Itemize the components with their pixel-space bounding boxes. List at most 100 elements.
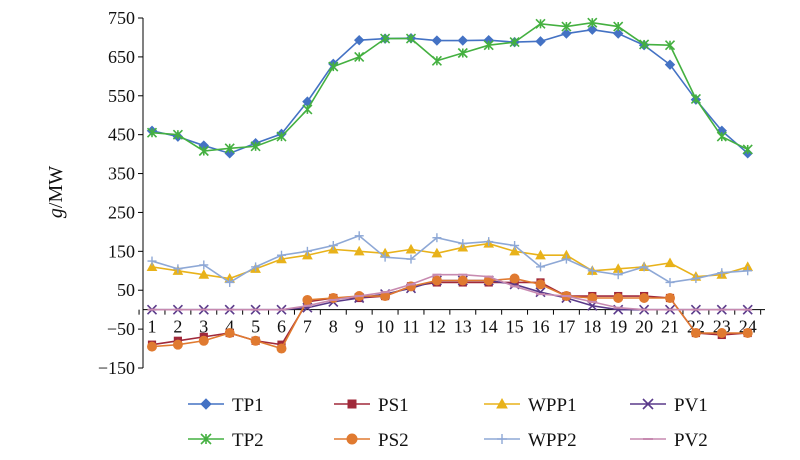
x-tick-labels: 1 2 3 4 5 6 7 8 9 10 11 12 13 14 15 16 17 18 19 20 21 22 23 24 (148, 317, 757, 337)
data-point (587, 24, 598, 35)
x-tick-label: 7 (303, 317, 312, 337)
x-tick-label: 11 (402, 317, 419, 337)
data-point (277, 250, 286, 260)
data-point (199, 260, 209, 270)
legend-label: WPP2 (528, 430, 577, 451)
x-tick-label: 8 (329, 317, 338, 337)
series-line (151, 28, 749, 155)
data-point (353, 34, 365, 46)
data-point (302, 294, 313, 305)
y-tick-label: 250 (108, 202, 135, 222)
legend-label: TP2 (232, 430, 264, 451)
legend-entry-tp1: TP1 (188, 395, 264, 416)
series-wpp1 (146, 238, 754, 283)
data-point (302, 246, 312, 256)
data-point (509, 245, 520, 256)
data-point (198, 145, 209, 157)
data-point (587, 17, 598, 28)
data-point (147, 256, 157, 266)
data-point (431, 275, 442, 286)
data-point (690, 328, 701, 338)
data-point (354, 231, 364, 241)
legend-entry-wpp2: WPP2 (484, 430, 577, 451)
legend-label: WPP1 (528, 395, 577, 416)
data-point (172, 129, 183, 140)
y-tick-label: 50 (117, 280, 135, 300)
legend-label: PV1 (674, 395, 708, 416)
data-point (354, 51, 365, 62)
x-tick-label: 20 (635, 317, 653, 337)
x-tick-label: 5 (251, 317, 260, 337)
data-point (276, 131, 287, 142)
data-point (457, 47, 468, 59)
data-point (431, 247, 443, 258)
data-point (613, 21, 624, 32)
legend-label: TP1 (232, 395, 264, 416)
data-point (457, 275, 468, 286)
legend-entry-ps2: PS2 (334, 430, 409, 451)
data-point (432, 233, 442, 243)
series-tp2 (146, 17, 753, 157)
y-tick-label: −50 (107, 319, 135, 339)
x-tick-label: 16 (532, 317, 550, 337)
x-tick-label: 17 (557, 317, 575, 337)
y-tick-label: 450 (108, 125, 135, 145)
plot-area (146, 17, 754, 354)
data-point (431, 35, 443, 46)
data-point (302, 104, 313, 115)
x-tick-label: 15 (506, 317, 524, 337)
legend-marker (200, 398, 212, 410)
x-tick-label: 12 (428, 317, 446, 337)
data-point (483, 40, 494, 51)
data-point (743, 266, 753, 276)
data-point (405, 33, 417, 44)
x-tick-label: 1 (148, 317, 157, 337)
x-tick-label: 9 (355, 317, 364, 337)
legend-entry-pv2: PV2 (630, 430, 708, 451)
legend-entry-ps1: PS1 (334, 395, 409, 416)
y-tick-label: 650 (108, 47, 135, 67)
series-line (151, 234, 748, 284)
data-point (198, 335, 209, 346)
data-point (664, 59, 676, 70)
data-point (716, 131, 727, 142)
data-point (717, 268, 727, 278)
x-tick-label: 19 (609, 317, 627, 337)
legend-entry-wpp1: WPP1 (484, 395, 577, 416)
data-point (535, 18, 546, 29)
data-point (406, 254, 416, 264)
legend-marker (346, 433, 358, 445)
x-tick-label: 21 (661, 317, 679, 337)
data-point (173, 264, 183, 274)
data-point (509, 273, 520, 284)
y-tick-labels: −150 −50 50 150 250 350 450 550 650 750 (98, 8, 135, 378)
data-point (665, 277, 675, 287)
series-pv2 (147, 273, 753, 311)
series-line (152, 279, 748, 311)
series-wpp2 (147, 231, 753, 287)
x-tick-label: 2 (173, 317, 182, 337)
series-line (151, 21, 749, 152)
legend-marker (642, 398, 654, 410)
data-point (612, 28, 624, 39)
data-point (535, 279, 546, 290)
legend-marker (200, 433, 212, 445)
x-tick-label: 3 (199, 317, 208, 337)
y-axis-label-variable: g (45, 208, 67, 218)
y-tick-label: 550 (108, 86, 135, 106)
data-point (405, 243, 417, 254)
legend-label: PS2 (378, 430, 409, 451)
data-point (665, 293, 675, 303)
legend-label: PV2 (674, 430, 708, 451)
y-axis-label: g/MW (45, 166, 67, 218)
data-point (172, 339, 183, 350)
data-point (561, 28, 572, 39)
legend-marker (347, 399, 357, 409)
x-tick-label: 18 (583, 317, 601, 337)
y-tick-label: 350 (108, 164, 135, 184)
data-point (328, 61, 339, 72)
data-point (664, 40, 676, 51)
data-point (147, 341, 157, 352)
x-tick-label: 14 (480, 317, 498, 337)
